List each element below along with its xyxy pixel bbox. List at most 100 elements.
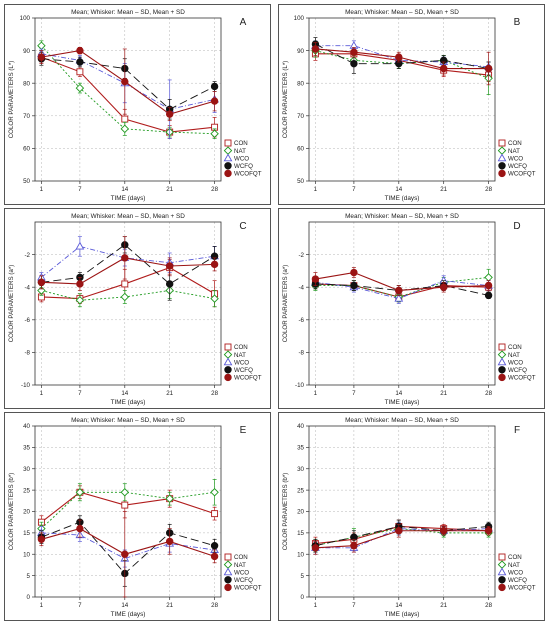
legend-marker [224,366,232,374]
legend-marker [498,553,506,561]
legend-marker [223,567,233,576]
legend-label: WCOFQT [234,585,262,592]
data-point [210,294,219,303]
x-tick-label: 1 [40,390,44,397]
x-tick-label: 14 [121,186,128,193]
legend-marker [223,153,233,162]
x-tick-label: 7 [352,186,356,193]
plot-area [308,17,496,182]
y-tick-label: 60 [23,146,30,153]
y-tick-label: 5 [301,573,305,580]
chart-title: Mean; Whisker: Mean – SD, Mean + SD [71,213,185,220]
data-point [165,280,174,288]
legend-label: WCO [234,359,249,366]
x-tick-label: 7 [352,390,356,397]
x-tick-label: 21 [440,186,447,193]
panel-letter: E [240,425,247,436]
legend-label: WCO [234,155,249,162]
x-tick-label: 28 [211,186,218,193]
data-point [165,537,174,546]
y-tick-label: -8 [298,350,304,357]
y-tick-label: 70 [297,113,304,120]
data-point [350,59,358,68]
data-point [311,45,320,53]
data-point [439,283,448,291]
y-axis-label: COLOR PARAMETERS (L*) [8,61,15,139]
data-point [76,68,84,76]
series-nat [37,281,219,308]
data-point [311,544,320,552]
data-point [37,53,46,61]
legend-label: WCOFQT [508,585,536,592]
y-tick-label: 20 [297,509,304,516]
data-point [350,541,358,550]
x-tick-label: 21 [440,390,447,397]
data-point [350,281,358,290]
legend-label: WCO [508,155,523,162]
data-point [121,77,129,86]
data-point [120,124,130,134]
y-tick-label: 80 [297,80,304,87]
series-wcofqt [311,267,493,296]
data-point [120,488,130,497]
y-tick-label: -10 [295,382,305,389]
legend-label: WCO [508,359,523,366]
legend-label: CON [508,554,522,561]
data-point [165,494,174,503]
y-tick-label: -2 [24,252,30,259]
data-point [75,296,85,305]
data-point [311,275,320,283]
y-axis-label: COLOR PARAMETERS (b*) [282,473,289,551]
legend-marker [497,357,507,366]
y-axis-label: COLOR PARAMETERS (L*) [282,61,289,139]
data-point [75,241,85,250]
plot-area [34,425,222,598]
chart-title: Mean; Whisker: Mean – SD, Mean + SD [345,417,459,424]
x-tick-label: 7 [352,602,356,609]
data-point [76,46,84,55]
chart-title: Mean; Whisker: Mean – SD, Mean + SD [71,9,185,16]
x-axis-label: TIME (days) [111,611,146,618]
legend-label: NAT [234,562,246,569]
x-tick-label: 14 [395,602,402,609]
x-tick-label: 1 [314,390,318,397]
x-tick-label: 21 [166,390,173,397]
legend-marker [498,583,506,592]
legend-marker [497,153,507,162]
panel-b: Mean; Whisker: Mean – SD, Mean + SD B 50 60… [278,4,545,205]
y-tick-label: 35 [23,445,30,452]
y-tick-label: 30 [297,466,304,473]
series-line [41,245,215,278]
legend-label: CON [234,344,248,351]
y-tick-label: 15 [23,530,30,537]
x-tick-label: 28 [211,602,218,609]
data-point [121,550,129,558]
series-wcofqt [37,236,219,291]
y-tick-label: 25 [297,487,304,494]
data-point [76,58,84,66]
x-axis-label: TIME (days) [385,195,420,202]
legend-marker [498,169,506,178]
data-point [394,293,404,302]
y-tick-label: 100 [20,15,31,22]
data-point [210,541,219,550]
data-point [484,64,493,73]
legend-marker [224,553,232,561]
series-wcofqt [37,511,219,598]
x-tick-label: 7 [78,602,82,609]
y-tick-label: 50 [297,178,304,185]
y-tick-label: 40 [23,423,30,430]
legend-label: WCFQ [508,367,527,374]
data-point [37,286,46,295]
legend-label: WCFQ [508,163,527,170]
y-tick-label: -6 [298,317,304,324]
y-tick-label: 35 [297,445,304,452]
legend-label: NAT [234,148,246,155]
data-point [75,83,85,93]
data-point [210,552,219,561]
data-point [121,115,129,123]
data-point [121,254,129,262]
